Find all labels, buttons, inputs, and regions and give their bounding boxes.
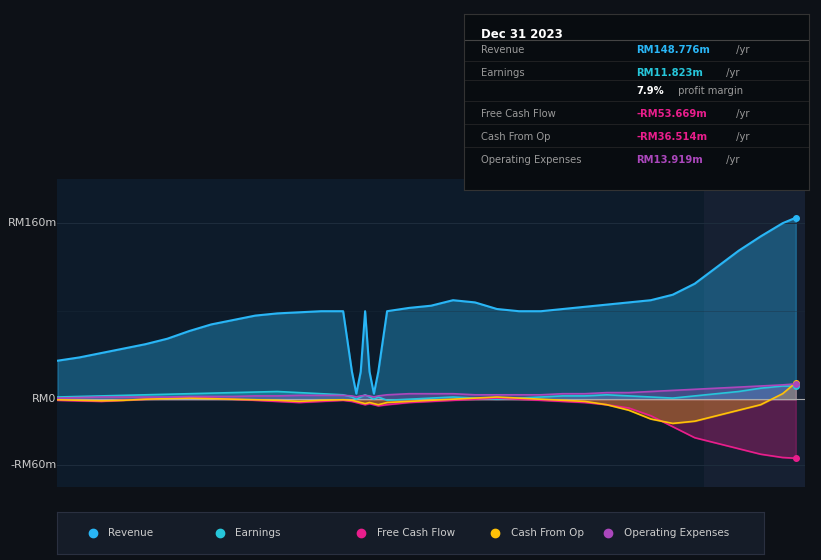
Text: Operating Expenses: Operating Expenses (481, 155, 581, 165)
Text: 2017: 2017 (173, 515, 205, 528)
Text: /yr: /yr (733, 132, 750, 142)
Text: -RM53.669m: -RM53.669m (636, 109, 707, 119)
Text: profit margin: profit margin (675, 86, 743, 96)
Text: 2019: 2019 (349, 515, 381, 528)
Text: 2018: 2018 (261, 515, 293, 528)
Text: Revenue: Revenue (481, 45, 525, 55)
Text: Free Cash Flow: Free Cash Flow (481, 109, 556, 119)
Text: 2016: 2016 (85, 515, 117, 528)
Text: RM13.919m: RM13.919m (636, 155, 703, 165)
Text: 2023: 2023 (701, 515, 732, 528)
Bar (704, 179, 805, 487)
Text: /yr: /yr (733, 45, 750, 55)
Text: Earnings: Earnings (481, 68, 525, 78)
Text: RM148.776m: RM148.776m (636, 45, 710, 55)
Text: Operating Expenses: Operating Expenses (624, 529, 729, 538)
Text: /yr: /yr (723, 155, 740, 165)
Text: Dec 31 2023: Dec 31 2023 (481, 28, 563, 41)
Text: 2022: 2022 (613, 515, 644, 528)
Text: Free Cash Flow: Free Cash Flow (377, 529, 455, 538)
Text: /yr: /yr (733, 109, 750, 119)
Text: RM160m: RM160m (7, 218, 57, 228)
Text: Cash From Op: Cash From Op (511, 529, 584, 538)
Text: RM0: RM0 (32, 394, 57, 404)
Text: 2020: 2020 (437, 515, 469, 528)
Text: 2021: 2021 (525, 515, 557, 528)
Text: /yr: /yr (723, 68, 740, 78)
Text: -RM60m: -RM60m (11, 460, 57, 470)
Text: 7.9%: 7.9% (636, 86, 664, 96)
Text: Earnings: Earnings (236, 529, 281, 538)
Text: Cash From Op: Cash From Op (481, 132, 551, 142)
Text: Revenue: Revenue (108, 529, 154, 538)
Text: RM11.823m: RM11.823m (636, 68, 703, 78)
Text: -RM36.514m: -RM36.514m (636, 132, 708, 142)
